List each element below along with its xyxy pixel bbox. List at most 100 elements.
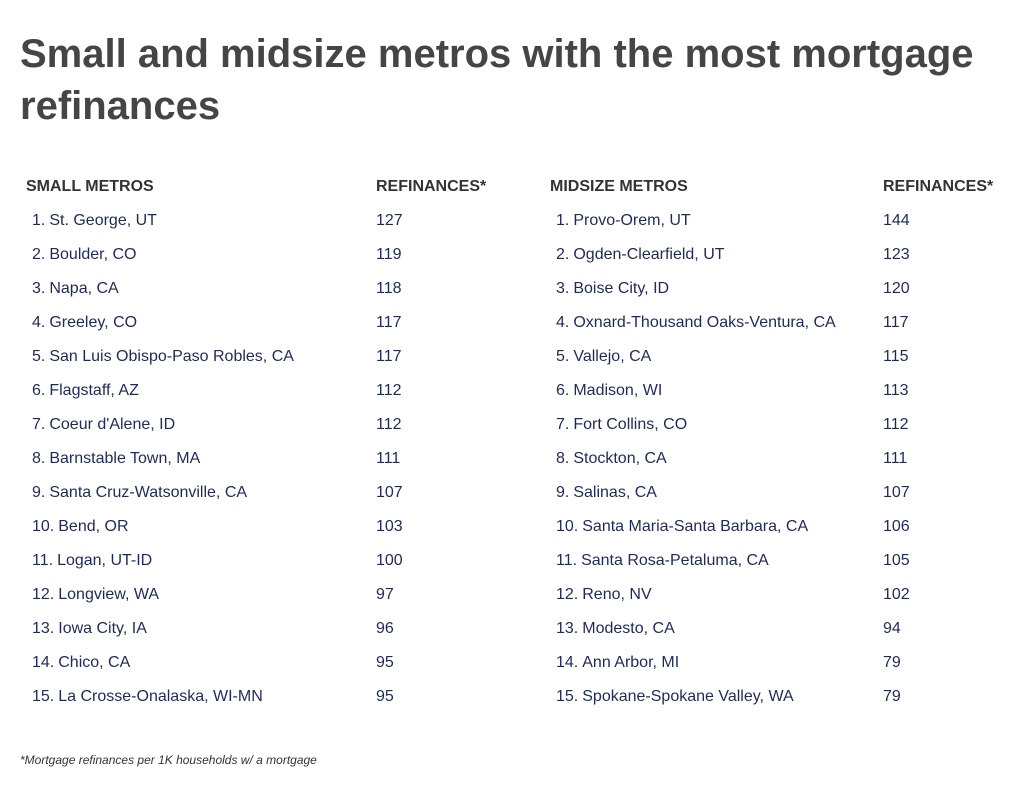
metro-cell: 10. Bend, OR xyxy=(32,515,129,539)
rank-label: 15. xyxy=(32,688,55,705)
table-row: 10. Santa Maria-Santa Barbara, CA 106 xyxy=(550,515,1010,549)
refinances-value: 106 xyxy=(883,518,910,535)
metro-cell: 13. Iowa City, IA xyxy=(32,617,147,641)
metro-name: Santa Maria-Santa Barbara, CA xyxy=(582,518,809,535)
metro-name: Oxnard-Thousand Oaks-Ventura, CA xyxy=(573,314,836,331)
metro-name: Barnstable Town, MA xyxy=(49,450,201,467)
rank-label: 15. xyxy=(556,688,579,705)
metro-name: Bend, OR xyxy=(58,518,129,535)
rank-label: 11. xyxy=(32,552,54,569)
refinances-value: 105 xyxy=(883,552,910,569)
refinances-value: 117 xyxy=(376,314,402,331)
rank-label: 7. xyxy=(556,416,570,433)
table-row: 13. Modesto, CA 94 xyxy=(550,617,1010,651)
refinances-value: 117 xyxy=(376,348,402,365)
rank-label: 14. xyxy=(556,654,579,671)
table-row: 13. Iowa City, IA 96 xyxy=(26,617,486,651)
table-row: 2. Boulder, CO 119 xyxy=(26,243,486,277)
metro-cell: 2. Ogden-Clearfield, UT xyxy=(556,243,725,267)
metro-cell: 11. Logan, UT-ID xyxy=(32,549,152,573)
table-row: 7. Coeur d'Alene, ID 112 xyxy=(26,413,486,447)
metro-name: Boulder, CO xyxy=(49,246,137,263)
metro-cell: 11. Santa Rosa-Petaluma, CA xyxy=(556,549,769,573)
rank-label: 13. xyxy=(32,620,55,637)
column-header-refinances: REFINANCES* xyxy=(376,178,487,195)
rank-label: 3. xyxy=(556,280,570,297)
table-row: 5. Vallejo, CA 115 xyxy=(550,345,1010,379)
rank-label: 6. xyxy=(556,382,570,399)
metro-cell: 8. Barnstable Town, MA xyxy=(32,447,200,471)
rank-label: 13. xyxy=(556,620,579,637)
table-row: 3. Napa, CA 118 xyxy=(26,277,486,311)
metro-name: San Luis Obispo-Paso Robles, CA xyxy=(49,348,294,365)
metro-name: Greeley, CO xyxy=(49,314,138,331)
table-row: 2. Ogden-Clearfield, UT 123 xyxy=(550,243,1010,277)
metro-cell: 4. Greeley, CO xyxy=(32,311,137,335)
metro-cell: 5. San Luis Obispo-Paso Robles, CA xyxy=(32,345,294,369)
metro-name: Ogden-Clearfield, UT xyxy=(573,246,725,263)
table-row: 5. San Luis Obispo-Paso Robles, CA 117 xyxy=(26,345,486,379)
table-row: 9. Salinas, CA 107 xyxy=(550,481,1010,515)
rank-label: 3. xyxy=(32,280,46,297)
metro-cell: 6. Madison, WI xyxy=(556,379,662,403)
metro-cell: 12. Longview, WA xyxy=(32,583,159,607)
refinances-value: 94 xyxy=(883,620,901,637)
metro-cell: 3. Boise City, ID xyxy=(556,277,669,301)
metro-name: Santa Rosa-Petaluma, CA xyxy=(581,552,769,569)
metro-cell: 7. Fort Collins, CO xyxy=(556,413,687,437)
metro-cell: 13. Modesto, CA xyxy=(556,617,675,641)
metro-cell: 2. Boulder, CO xyxy=(32,243,137,267)
rank-label: 4. xyxy=(32,314,46,331)
metro-name: St. George, UT xyxy=(49,212,157,229)
table-row: 10. Bend, OR 103 xyxy=(26,515,486,549)
table-row: 11. Santa Rosa-Petaluma, CA 105 xyxy=(550,549,1010,583)
metro-cell: 10. Santa Maria-Santa Barbara, CA xyxy=(556,515,808,539)
table-row: 8. Barnstable Town, MA 111 xyxy=(26,447,486,481)
refinances-value: 127 xyxy=(376,212,403,229)
metro-name: La Crosse-Onalaska, WI-MN xyxy=(58,688,263,705)
column-header-metro: SMALL METROS xyxy=(26,178,154,195)
table-row: 12. Reno, NV 102 xyxy=(550,583,1010,617)
table-row: 6. Madison, WI 113 xyxy=(550,379,1010,413)
metro-name: Iowa City, IA xyxy=(58,620,147,637)
table-row: 1. Provo-Orem, UT 144 xyxy=(550,209,1010,243)
refinances-value: 120 xyxy=(883,280,910,297)
refinances-value: 117 xyxy=(883,314,909,331)
metro-cell: 14. Chico, CA xyxy=(32,651,130,675)
refinances-value: 79 xyxy=(883,654,901,671)
refinances-value: 112 xyxy=(376,382,402,399)
refinances-value: 96 xyxy=(376,620,394,637)
refinances-value: 111 xyxy=(376,450,401,467)
metro-name: Reno, NV xyxy=(582,586,652,603)
table-row: 4. Oxnard-Thousand Oaks-Ventura, CA 117 xyxy=(550,311,1010,345)
column-header-metro: MIDSIZE METROS xyxy=(550,178,688,195)
metro-name: Flagstaff, AZ xyxy=(49,382,139,399)
rank-label: 8. xyxy=(556,450,570,467)
metro-name: Spokane-Spokane Valley, WA xyxy=(582,688,794,705)
table-row: 12. Longview, WA 97 xyxy=(26,583,486,617)
table-row: 8. Stockton, CA 111 xyxy=(550,447,1010,481)
table-row: 1. St. George, UT 127 xyxy=(26,209,486,243)
metro-name: Salinas, CA xyxy=(573,484,657,501)
rank-label: 9. xyxy=(32,484,46,501)
table-row: 9. Santa Cruz-Watsonville, CA 107 xyxy=(26,481,486,515)
metro-cell: 1. St. George, UT xyxy=(32,209,157,233)
rank-label: 12. xyxy=(556,586,579,603)
table-row: 6. Flagstaff, AZ 112 xyxy=(26,379,486,413)
rank-label: 6. xyxy=(32,382,46,399)
metro-cell: 7. Coeur d'Alene, ID xyxy=(32,413,175,437)
table-row: 11. Logan, UT-ID 100 xyxy=(26,549,486,583)
metro-name: Boise City, ID xyxy=(573,280,670,297)
metro-cell: 1. Provo-Orem, UT xyxy=(556,209,691,233)
refinances-value: 100 xyxy=(376,552,403,569)
rank-label: 10. xyxy=(32,518,55,535)
metro-cell: 15. La Crosse-Onalaska, WI-MN xyxy=(32,685,263,709)
metro-cell: 8. Stockton, CA xyxy=(556,447,667,471)
metro-name: Coeur d'Alene, ID xyxy=(49,416,176,433)
refinances-value: 144 xyxy=(883,212,910,229)
metro-name: Longview, WA xyxy=(58,586,160,603)
metro-name: Stockton, CA xyxy=(573,450,667,467)
rank-label: 2. xyxy=(32,246,46,263)
refinances-value: 123 xyxy=(883,246,910,263)
metro-cell: 3. Napa, CA xyxy=(32,277,119,301)
